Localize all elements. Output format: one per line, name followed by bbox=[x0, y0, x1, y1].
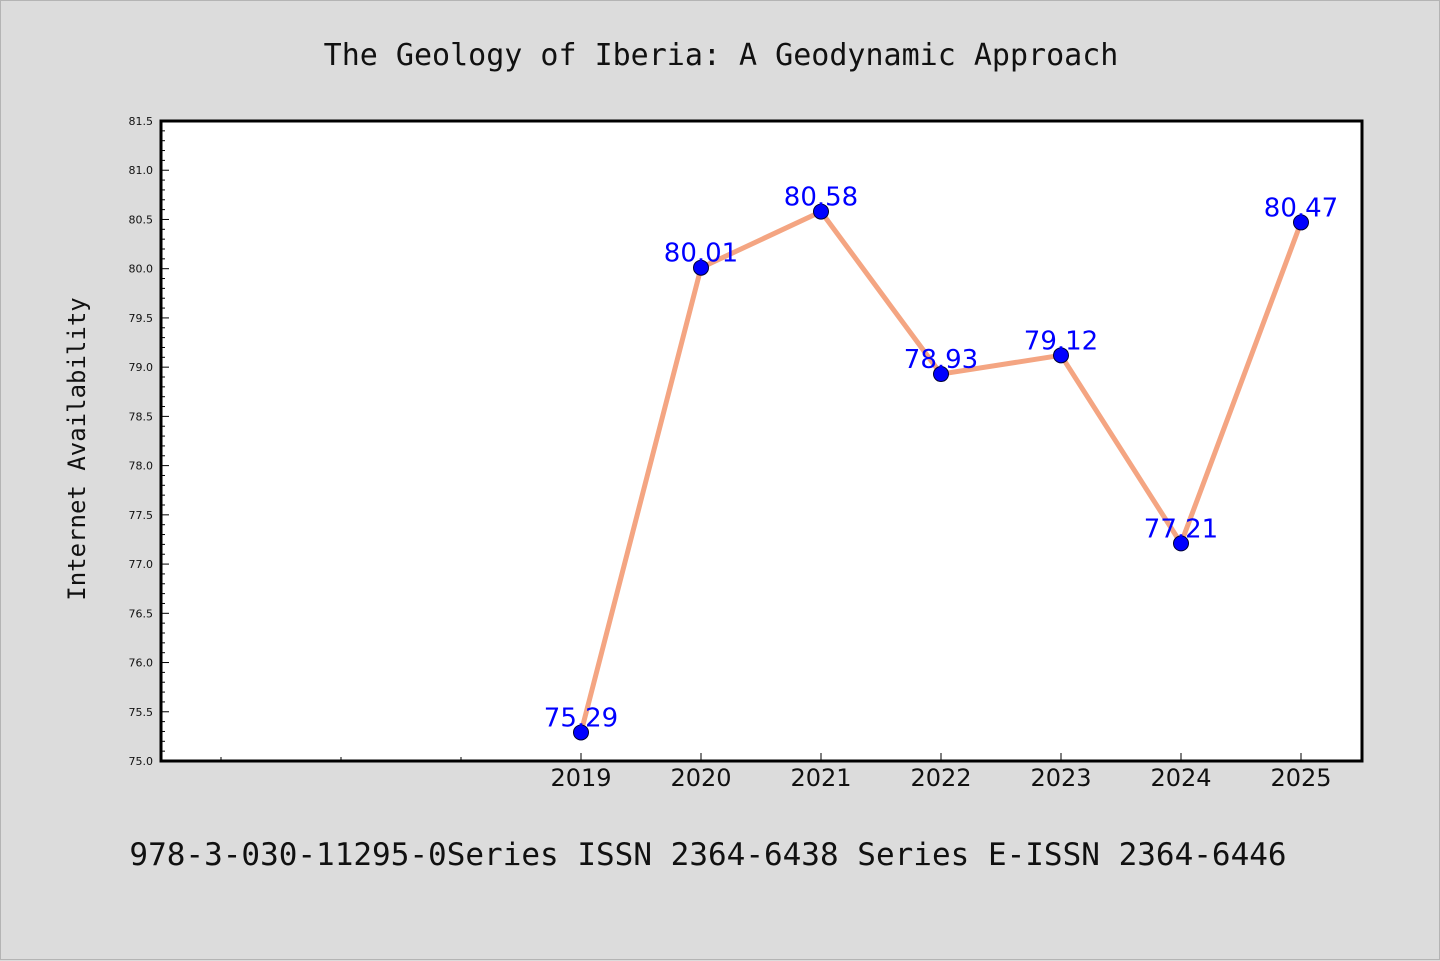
y-tick-label: 78.5 bbox=[129, 410, 154, 423]
y-axis-ticks: 75.0 75.5 76.0 76.5 77.0 77.5 78.0 78.5 79.0 79.5… bbox=[129, 115, 169, 768]
data-label: 77.21 bbox=[1144, 514, 1218, 544]
data-label: 80.01 bbox=[664, 239, 738, 269]
chart-title: The Geology of Iberia: A Geodynamic Appr… bbox=[324, 38, 1119, 73]
y-tick-label: 75.5 bbox=[129, 706, 154, 719]
x-tick-label: 2024 bbox=[1150, 764, 1211, 792]
y-tick-label: 76.0 bbox=[129, 657, 154, 670]
data-point bbox=[1053, 347, 1069, 364]
x-tick-label: 2025 bbox=[1270, 764, 1331, 792]
y-tick-label: 77.5 bbox=[129, 509, 154, 522]
y-tick-label: 77.0 bbox=[129, 558, 154, 571]
x-tick-label: 2022 bbox=[910, 764, 971, 792]
series-group bbox=[573, 203, 1309, 741]
data-point bbox=[573, 724, 589, 741]
y-tick-label: 76.5 bbox=[129, 607, 154, 620]
y-axis-label: Internet Availability bbox=[63, 297, 91, 600]
data-point bbox=[813, 203, 829, 220]
data-point bbox=[1293, 214, 1309, 231]
data-point bbox=[693, 259, 709, 276]
y-tick-label: 79.5 bbox=[129, 312, 154, 325]
x-tick-label: 2019 bbox=[550, 764, 611, 792]
data-label: 78.93 bbox=[904, 345, 978, 375]
y-tick-label: 78.0 bbox=[129, 460, 154, 473]
plot-area bbox=[161, 121, 1362, 761]
y-tick-label: 80.0 bbox=[129, 263, 154, 276]
plot-border bbox=[159, 119, 1364, 763]
y-tick-label: 81.0 bbox=[129, 164, 154, 177]
y-tick-label: 80.5 bbox=[129, 213, 154, 226]
x-tick-label: 2021 bbox=[790, 764, 851, 792]
data-label: 75.29 bbox=[544, 703, 618, 733]
data-label: 80.58 bbox=[784, 183, 858, 213]
x-axis-ticks: 2019 2020 2021 2022 2023 2024 2025 bbox=[220, 753, 1332, 792]
data-labels: 75.29 80.01 80.58 78.93 79.12 77.21 80.47 bbox=[544, 183, 1338, 734]
y-tick-label: 79.0 bbox=[129, 361, 154, 374]
data-point bbox=[1173, 535, 1189, 552]
data-label: 79.12 bbox=[1024, 326, 1098, 356]
x-tick-label: 2020 bbox=[670, 764, 731, 792]
footer-identifiers: 978-3-030-11295-0Series ISSN 2364-6438 S… bbox=[129, 837, 1286, 873]
y-tick-label: 75.0 bbox=[129, 755, 154, 768]
x-tick-label: 2023 bbox=[1030, 764, 1091, 792]
data-label: 80.47 bbox=[1264, 193, 1338, 223]
y-tick-label: 81.5 bbox=[129, 115, 154, 128]
data-point bbox=[933, 366, 949, 383]
